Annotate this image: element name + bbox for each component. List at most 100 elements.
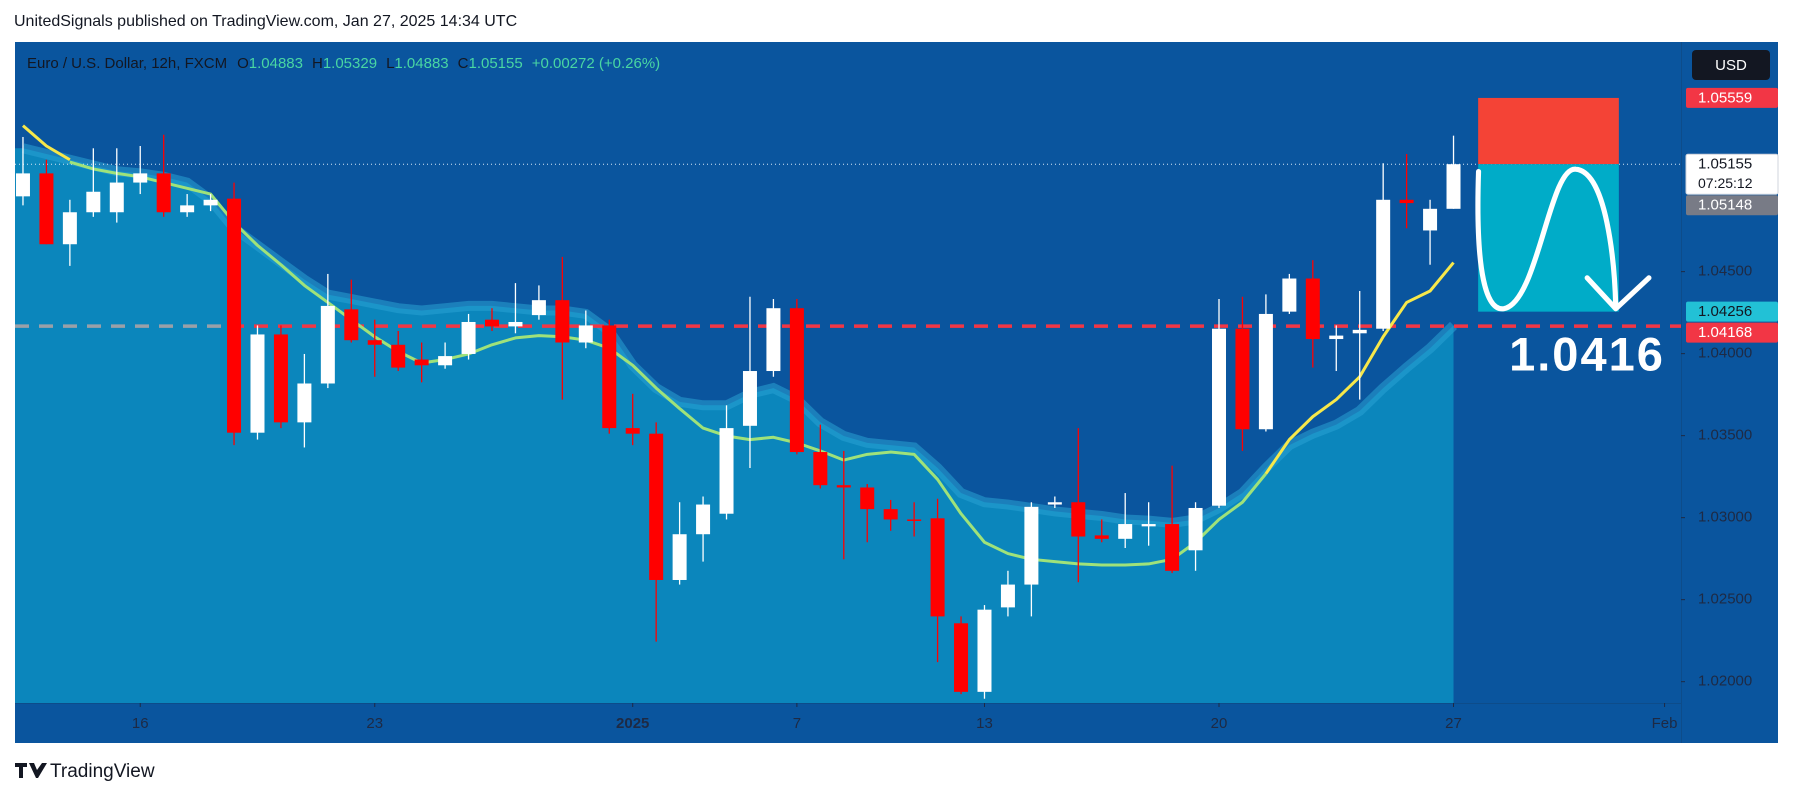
legend-value: 1.05329 — [323, 55, 377, 72]
brand-name: TradingView — [50, 761, 155, 782]
legend: Euro / U.S. Dollar, 12h, FXCM O1.04883 H1.… — [27, 55, 660, 72]
legend-letter: O — [237, 55, 249, 72]
price-label: 1.04256 — [1698, 303, 1752, 320]
y-tick-label: 1.03500 — [1698, 427, 1752, 444]
candle-body — [719, 428, 734, 514]
candle-body — [766, 308, 781, 372]
candle-body — [555, 300, 570, 343]
y-tick-label: 1.03000 — [1698, 509, 1752, 526]
candle-body — [1118, 524, 1133, 539]
candle-body — [1165, 524, 1180, 571]
stop-zone — [1478, 97, 1619, 165]
legend-value: 1.04883 — [394, 55, 448, 72]
brand-logo — [15, 763, 47, 778]
candle-body — [485, 319, 500, 327]
candle-body — [227, 198, 242, 433]
candle-body — [1352, 329, 1367, 334]
candle-body — [1282, 278, 1297, 312]
moving-average — [69, 160, 1268, 567]
candle-body — [297, 383, 312, 423]
x-tick-label: 7 — [793, 715, 801, 732]
candle-body — [1141, 524, 1156, 527]
candle-body — [39, 173, 54, 245]
candle-body — [438, 356, 453, 366]
y-tick-label: 1.04000 — [1698, 345, 1752, 362]
candle-body — [1446, 164, 1461, 209]
legend-value: 1.04883 — [249, 55, 303, 72]
candle-body — [1000, 584, 1015, 608]
candle-body — [930, 518, 945, 617]
candle-body — [883, 509, 898, 520]
price-label: 1.05559 — [1698, 89, 1752, 106]
legend-letter: C — [458, 55, 469, 72]
candle-body — [1235, 328, 1250, 430]
x-tick-label: 2025 — [616, 715, 649, 732]
candle-body — [508, 321, 523, 327]
candle-body — [649, 433, 664, 580]
price-label-box — [1686, 195, 1778, 216]
candle-body — [836, 485, 851, 488]
candle-body — [907, 519, 922, 521]
candle-body — [414, 359, 429, 366]
candle-body — [86, 191, 101, 213]
candle-body — [367, 340, 382, 345]
x-tick-label: 20 — [1211, 715, 1228, 732]
candle-body — [391, 344, 406, 368]
candle-body — [578, 325, 593, 343]
price-label-box — [1685, 153, 1779, 195]
price-label-box — [1686, 322, 1778, 343]
candle-body — [273, 334, 288, 423]
candle-body — [344, 309, 359, 341]
y-tick-label: 1.02500 — [1698, 591, 1752, 608]
candle-body — [461, 321, 476, 354]
currency-button-label[interactable]: USD — [1715, 57, 1747, 74]
x-tick-label: 16 — [132, 715, 149, 732]
publish-header: UnitedSignals published on TradingView.c… — [14, 13, 517, 30]
candle-body — [62, 212, 77, 245]
candle-body — [954, 623, 969, 692]
price-countdown: 07:25:12 — [1698, 175, 1753, 191]
legend-change: +0.00272 (+0.26%) — [532, 55, 660, 72]
price-annotation: 1.0416 — [1509, 327, 1665, 380]
legend-letter: H — [312, 55, 323, 72]
price-label: 1.05148 — [1698, 197, 1752, 214]
candle-body — [742, 371, 757, 426]
x-tick-label: 27 — [1445, 715, 1462, 732]
legend-letter: L — [386, 55, 394, 72]
candle-body — [320, 305, 335, 384]
candle-body — [250, 334, 265, 433]
arrow-drawing — [1475, 166, 1652, 312]
candle-body — [1305, 278, 1320, 340]
x-tick-label: Feb — [1652, 715, 1678, 732]
candle-body — [1094, 535, 1109, 539]
candle-body — [15, 173, 30, 197]
price-label: 1.04168 — [1698, 324, 1752, 341]
y-tick-label: 1.04500 — [1698, 263, 1752, 280]
price-label-box — [1686, 301, 1778, 322]
candle-body — [203, 199, 218, 206]
candle-body — [1188, 507, 1203, 551]
candle-body — [860, 487, 875, 510]
axes: 1.02000 1.02500 1.03000 1.03500 1.04000 1.045… — [132, 87, 1779, 732]
candle-body — [531, 300, 546, 316]
candle-body — [602, 325, 617, 429]
legend-symbol: Euro / U.S. Dollar, 12h, FXCM — [27, 55, 227, 72]
y-tick-label: 1.02000 — [1698, 673, 1752, 690]
currency-button[interactable] — [1692, 50, 1770, 80]
candle-body — [1212, 328, 1227, 506]
candle-body — [1423, 208, 1438, 231]
candle-body — [696, 504, 711, 535]
candle-body — [1047, 502, 1062, 505]
candle-body — [1024, 506, 1039, 585]
candle-body — [672, 534, 687, 580]
candle-body — [109, 182, 124, 213]
candle-body — [625, 428, 640, 434]
candle-body — [1399, 199, 1414, 204]
candle-body — [1329, 335, 1344, 340]
logo-mark — [15, 763, 47, 778]
candle-body — [1071, 502, 1086, 537]
legend-value: 1.05155 — [468, 55, 522, 72]
x-tick-label: 23 — [366, 715, 383, 732]
